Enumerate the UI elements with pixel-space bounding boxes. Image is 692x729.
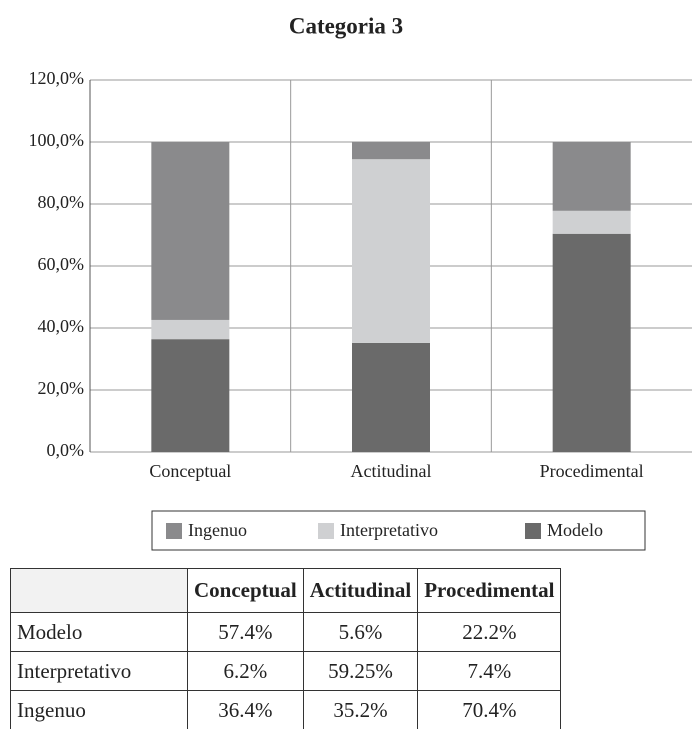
bar-segment <box>352 159 430 343</box>
y-tick-label: 60,0% <box>38 254 85 274</box>
row-label: Interpretativo <box>10 651 188 691</box>
legend-swatch <box>166 523 182 539</box>
x-tick-label: Conceptual <box>149 461 231 481</box>
legend-box <box>151 510 646 551</box>
header-row: Conceptual Actitudinal Procedimental <box>10 568 562 613</box>
bar-segment <box>552 210 631 234</box>
bar-segment <box>552 142 631 211</box>
bar-segment <box>552 233 631 452</box>
legend-label: Ingenuo <box>188 520 247 540</box>
row: Ingenuo 36.4% 35.2% 70.4% <box>10 690 562 729</box>
bar-segment <box>151 339 230 452</box>
row-label: Ingenuo <box>10 690 188 729</box>
cell: 22.2% <box>417 612 562 652</box>
row: Modelo 57.4% 5.6% 22.2% <box>10 612 562 652</box>
cell: 59.25% <box>302 651 419 691</box>
legend-swatch <box>525 523 541 539</box>
bar-segment <box>151 142 230 320</box>
cell: 35.2% <box>302 690 419 729</box>
chart-title: Categoria 3 <box>289 13 403 38</box>
cell: 5.6% <box>302 612 419 652</box>
y-tick-label: 120,0% <box>29 68 85 88</box>
cell: 70.4% <box>417 690 562 729</box>
legend-label: Interpretativo <box>340 520 438 540</box>
x-tick-label: Actitudinal <box>351 461 432 481</box>
y-tick-label: 0,0% <box>47 440 85 460</box>
bar-segment <box>352 342 430 452</box>
legend-label: Modelo <box>547 520 603 540</box>
cell: 6.2% <box>187 651 304 691</box>
corner-cell <box>10 568 188 613</box>
bar-segment <box>352 141 430 160</box>
legend-swatch <box>318 523 334 539</box>
x-tick-label: Procedimental <box>540 461 644 481</box>
row: Interpretativo 6.2% 59.25% 7.4% <box>10 651 562 691</box>
cell: 57.4% <box>187 612 304 652</box>
data-table: Conceptual Actitudinal Procedimental Model… <box>10 568 562 729</box>
col-header: Procedimental <box>417 568 562 613</box>
bar-segment <box>151 319 230 340</box>
chart: Categoria 3 0,0% 20,0% 40,0% 60,0% 80,0% 100,… <box>29 13 692 551</box>
y-tick-label: 20,0% <box>38 378 85 398</box>
y-tick-label: 40,0% <box>38 316 85 336</box>
cell: 7.4% <box>417 651 562 691</box>
y-tick-label: 80,0% <box>38 192 85 212</box>
y-tick-label: 100,0% <box>29 130 85 150</box>
row-label: Modelo <box>10 612 188 652</box>
col-header: Actitudinal <box>302 568 419 613</box>
cell: 36.4% <box>187 690 304 729</box>
col-header: Conceptual <box>187 568 304 613</box>
